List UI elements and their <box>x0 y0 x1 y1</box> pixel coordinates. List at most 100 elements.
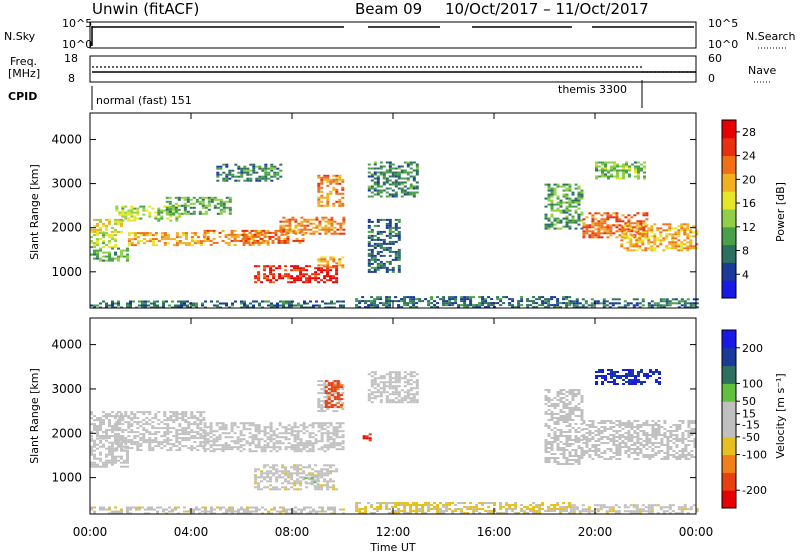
scatter-cell <box>550 453 554 455</box>
scatter-cell <box>595 169 598 172</box>
scatter-cell <box>175 240 179 243</box>
scatter-cell <box>142 209 146 212</box>
scatter-cell <box>671 233 675 236</box>
scatter-cell <box>385 177 389 180</box>
scatter-cell <box>172 415 176 418</box>
scatter-cell <box>279 175 283 178</box>
scatter-cell <box>571 395 575 397</box>
scatter-cell <box>336 382 340 385</box>
scatter-cell <box>323 450 327 453</box>
scatter-cell <box>150 302 153 305</box>
scatter-cell <box>299 267 303 270</box>
scatter-cell <box>649 371 652 373</box>
scatter-cell <box>418 510 422 512</box>
scatter-cell <box>584 302 588 305</box>
scatter-cell <box>163 419 167 422</box>
scatter-cell <box>296 464 300 467</box>
scatter-cell <box>196 437 200 440</box>
scatter-cell <box>183 204 187 207</box>
scatter-cell <box>286 239 290 242</box>
scatter-cell <box>451 502 455 504</box>
scatter-cell <box>636 222 640 225</box>
scatter-cell <box>370 252 374 255</box>
scatter-cell <box>233 233 237 236</box>
scatter-cell <box>478 512 482 514</box>
scatter-cell <box>590 304 594 307</box>
scatter-cell <box>657 446 661 448</box>
scatter-cell <box>622 167 625 170</box>
scatter-cell <box>287 470 291 473</box>
scatter-cell <box>313 481 317 484</box>
scatter-cell <box>403 381 407 384</box>
scatter-cell <box>163 433 167 436</box>
scatter-cell <box>394 379 398 382</box>
scatter-cell <box>145 429 149 432</box>
scatter-cell <box>263 450 267 453</box>
scatter-cell <box>565 221 569 224</box>
scatter-cell <box>338 426 342 429</box>
scatter-cell <box>293 440 297 443</box>
scatter-cell <box>562 397 566 399</box>
scatter-cell <box>373 266 377 269</box>
scatter-cell <box>672 450 676 452</box>
scatter-cell <box>580 227 584 230</box>
scatter-cell <box>320 476 324 479</box>
scatter-cell <box>180 302 183 305</box>
scatter-cell <box>233 237 237 240</box>
scatter-cell <box>568 429 572 431</box>
scatter-cell <box>469 506 473 508</box>
scatter-cell <box>379 502 383 504</box>
colorbar-segment <box>722 209 736 228</box>
scatter-cell <box>574 423 578 425</box>
scatter-cell <box>643 375 646 377</box>
scatter-cell <box>129 300 132 303</box>
scatter-cell <box>367 252 371 255</box>
scatter-cell <box>632 243 636 246</box>
scatter-cell <box>316 479 320 482</box>
scatter-cell <box>409 183 413 186</box>
scatter-cell <box>335 271 339 274</box>
scatter-cell <box>175 415 179 418</box>
scatter-cell <box>568 187 572 190</box>
scatter-cell <box>379 254 383 257</box>
scatter-cell <box>255 165 259 168</box>
scatter-cell <box>653 233 657 236</box>
scatter-cell <box>193 437 197 440</box>
scatter-cell <box>266 486 270 489</box>
scatter-cell <box>299 279 303 282</box>
scatter-cell <box>412 161 416 164</box>
scatter-cell <box>242 426 246 429</box>
scatter-cell <box>379 165 383 168</box>
scatter-cell <box>260 229 264 232</box>
scatter-cell <box>227 446 231 449</box>
scatter-cell <box>448 300 452 303</box>
scatter-cell <box>595 381 598 383</box>
scatter-cell <box>273 304 276 307</box>
scatter-cell <box>615 212 619 215</box>
scatter-cell <box>627 432 631 434</box>
scatter-cell <box>382 389 386 392</box>
scatter-cell <box>559 453 563 455</box>
scatter-cell <box>451 512 455 514</box>
scatter-cell <box>379 387 383 390</box>
scatter-cell <box>206 442 210 445</box>
scatter-cell <box>588 224 592 227</box>
scatter-cell <box>603 230 607 233</box>
scatter-cell <box>612 436 616 438</box>
scatter-cell <box>625 169 628 172</box>
scatter-cell <box>257 277 261 280</box>
scatter-cell <box>594 426 598 428</box>
scatter-cell <box>693 456 697 458</box>
scatter-cell <box>151 238 155 241</box>
scatter-cell <box>189 212 193 215</box>
scatter-cell <box>400 377 404 380</box>
scatter-cell <box>365 437 369 440</box>
scatter-cell <box>327 228 331 231</box>
scatter-cell <box>133 232 137 235</box>
scatter-cell <box>665 233 669 236</box>
scatter-cell <box>454 504 458 506</box>
scatter-cell <box>239 422 243 425</box>
scatter-cell <box>224 432 228 435</box>
scatter-cell <box>493 510 497 512</box>
